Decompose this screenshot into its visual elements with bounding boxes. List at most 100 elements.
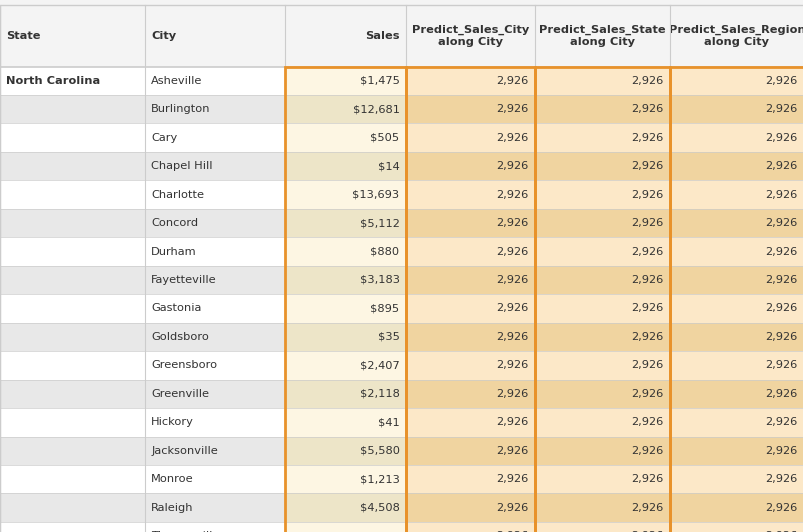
Text: 2,926: 2,926 xyxy=(630,246,662,256)
Text: $35: $35 xyxy=(377,332,399,342)
Text: 2,926: 2,926 xyxy=(764,76,797,86)
Text: Asheville: Asheville xyxy=(151,76,202,86)
Bar xyxy=(145,522,285,532)
Text: 2,926: 2,926 xyxy=(764,389,797,399)
Text: 2,926: 2,926 xyxy=(630,474,662,484)
Text: 2,926: 2,926 xyxy=(630,417,662,427)
Bar xyxy=(285,322,406,351)
Bar xyxy=(534,522,669,532)
Text: $4,508: $4,508 xyxy=(359,503,399,513)
Text: Durham: Durham xyxy=(151,246,197,256)
Text: City: City xyxy=(151,31,176,41)
Bar xyxy=(145,294,285,322)
Bar xyxy=(0,436,145,465)
Bar xyxy=(669,436,803,465)
Bar xyxy=(0,266,145,294)
Text: 2,926: 2,926 xyxy=(630,104,662,114)
Bar xyxy=(285,209,406,237)
Text: 2,926: 2,926 xyxy=(495,189,528,200)
Text: 2,926: 2,926 xyxy=(495,218,528,228)
Bar xyxy=(406,152,534,180)
Bar xyxy=(285,237,406,265)
Text: 2,926: 2,926 xyxy=(495,531,528,532)
Bar xyxy=(0,152,145,180)
Text: 2,926: 2,926 xyxy=(495,474,528,484)
Text: Predict_Sales_Region
along City: Predict_Sales_Region along City xyxy=(668,25,803,47)
Bar xyxy=(669,266,803,294)
Text: Greensboro: Greensboro xyxy=(151,360,217,370)
Bar xyxy=(406,66,534,95)
Text: 2,926: 2,926 xyxy=(764,189,797,200)
Text: North Carolina: North Carolina xyxy=(6,76,100,86)
Text: 2,926: 2,926 xyxy=(630,218,662,228)
Bar xyxy=(285,95,406,123)
Text: Thomasville: Thomasville xyxy=(151,531,219,532)
Bar xyxy=(0,237,145,265)
Text: $3,183: $3,183 xyxy=(359,275,399,285)
Text: $880: $880 xyxy=(370,246,399,256)
Bar xyxy=(145,408,285,436)
Text: $12,681: $12,681 xyxy=(353,104,399,114)
Bar xyxy=(145,380,285,408)
Bar xyxy=(285,380,406,408)
Text: 2,926: 2,926 xyxy=(630,303,662,313)
Bar xyxy=(669,322,803,351)
Bar xyxy=(0,180,145,209)
Bar xyxy=(669,66,803,95)
Text: 2,926: 2,926 xyxy=(495,275,528,285)
Text: 2,926: 2,926 xyxy=(630,389,662,399)
Bar xyxy=(406,494,534,522)
Bar xyxy=(0,522,145,532)
Text: $2,407: $2,407 xyxy=(360,360,399,370)
Bar xyxy=(285,351,406,380)
Text: 2,926: 2,926 xyxy=(630,446,662,456)
Bar xyxy=(534,436,669,465)
Bar xyxy=(669,237,803,265)
Text: $13,693: $13,693 xyxy=(352,189,399,200)
Bar xyxy=(285,436,406,465)
Bar xyxy=(406,322,534,351)
Bar xyxy=(534,266,669,294)
Text: 2,926: 2,926 xyxy=(630,332,662,342)
Text: 2,926: 2,926 xyxy=(630,161,662,171)
Bar xyxy=(145,123,285,152)
Text: $1,213: $1,213 xyxy=(359,474,399,484)
Text: Goldsboro: Goldsboro xyxy=(151,332,209,342)
Bar xyxy=(534,180,669,209)
Text: Gastonia: Gastonia xyxy=(151,303,202,313)
Bar xyxy=(0,322,145,351)
Bar xyxy=(0,123,145,152)
Text: 2,926: 2,926 xyxy=(495,360,528,370)
Bar xyxy=(285,494,406,522)
Bar xyxy=(0,465,145,494)
Bar xyxy=(669,408,803,436)
Text: Fayetteville: Fayetteville xyxy=(151,275,217,285)
Bar xyxy=(285,294,406,322)
Bar xyxy=(534,408,669,436)
Bar xyxy=(145,465,285,494)
Text: Sales: Sales xyxy=(365,31,399,41)
Text: Concord: Concord xyxy=(151,218,198,228)
Bar xyxy=(285,66,406,95)
Bar xyxy=(406,123,534,152)
Text: 2,926: 2,926 xyxy=(764,275,797,285)
Bar xyxy=(285,266,406,294)
Text: 2,926: 2,926 xyxy=(764,360,797,370)
Bar xyxy=(406,209,534,237)
Bar xyxy=(669,522,803,532)
Text: Chapel Hill: Chapel Hill xyxy=(151,161,212,171)
Text: Raleigh: Raleigh xyxy=(151,503,194,513)
Bar xyxy=(145,237,285,265)
Bar xyxy=(406,436,534,465)
Bar xyxy=(145,351,285,380)
Text: $5,112: $5,112 xyxy=(359,218,399,228)
Bar xyxy=(534,294,669,322)
Text: Charlotte: Charlotte xyxy=(151,189,204,200)
Text: 2,926: 2,926 xyxy=(495,446,528,456)
Bar xyxy=(145,436,285,465)
Bar xyxy=(145,152,285,180)
Text: Monroe: Monroe xyxy=(151,474,194,484)
Text: 2,926: 2,926 xyxy=(495,76,528,86)
Text: 2,926: 2,926 xyxy=(630,275,662,285)
Bar xyxy=(145,95,285,123)
